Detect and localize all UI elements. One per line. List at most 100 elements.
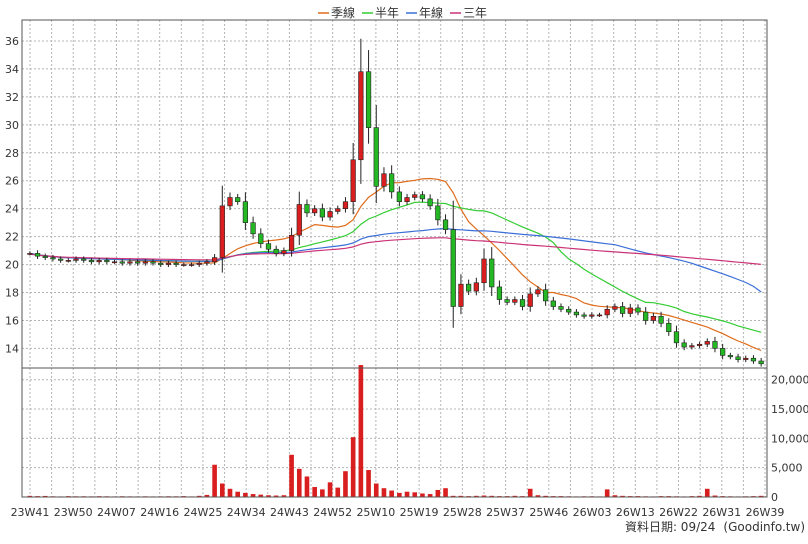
- volume-bar: [458, 495, 464, 497]
- volume-bar: [389, 490, 394, 497]
- x-tick-label: 25W28: [443, 506, 482, 519]
- volume-bar: [527, 488, 533, 497]
- chart-axes: 14 16 18 20 22 24 26 28 30 32 34 36 0 5,000 10,000 15,0…: [5, 19, 808, 519]
- candle-body: [481, 258, 487, 284]
- candle-body: [427, 198, 433, 207]
- candle-body: [550, 300, 556, 307]
- candle-body: [296, 204, 302, 236]
- candle-body: [458, 283, 464, 307]
- candle-body: [34, 253, 41, 257]
- candle-body: [527, 293, 533, 307]
- volume-bar: [474, 495, 479, 497]
- candle-body: [589, 314, 595, 317]
- candle-body: [696, 343, 703, 346]
- candle-body: [165, 262, 172, 265]
- x-tick-label: 23W41: [11, 506, 50, 519]
- x-tick-label: 26W22: [659, 506, 698, 519]
- volume-tick-label: 15,000: [771, 403, 808, 416]
- volume-bar: [327, 482, 333, 497]
- candle-body: [396, 191, 402, 202]
- candle-body: [389, 173, 395, 193]
- volume-bar: [512, 495, 518, 497]
- candle-body: [512, 299, 518, 303]
- volume-frame: [21, 367, 768, 498]
- ma-line-3: [29, 227, 762, 293]
- candle-body: [211, 257, 218, 263]
- volume-bar: [281, 495, 287, 497]
- candle-body: [673, 331, 680, 344]
- candle-body: [604, 309, 610, 316]
- volume-bar: [335, 487, 341, 497]
- candle-body: [412, 194, 418, 198]
- volume-bar: [427, 494, 433, 497]
- y-tick-label: 28: [5, 147, 19, 160]
- price-grid: [22, 20, 767, 497]
- candle-body: [196, 262, 202, 265]
- price-frame: [21, 19, 768, 369]
- candle-body: [88, 260, 95, 263]
- candle-body: [42, 255, 48, 258]
- candle-body: [720, 348, 726, 356]
- x-tick-label: 24W34: [227, 506, 266, 519]
- candle-body: [619, 306, 626, 314]
- volume-tick-label: 0: [771, 491, 778, 504]
- y-tick-label: 26: [5, 175, 19, 188]
- volume-bar: [412, 492, 418, 497]
- x-tick-label: 26W39: [746, 506, 785, 519]
- volume-tick-label: 10,000: [771, 432, 808, 445]
- volume-bar: [27, 495, 33, 497]
- volume-bar: [304, 476, 310, 497]
- candle-body: [450, 229, 456, 307]
- volume-bar: [373, 483, 379, 497]
- x-tick-label: 25W10: [356, 506, 395, 519]
- candle-body: [281, 250, 287, 254]
- candle-body: [312, 208, 318, 214]
- chart-legend: 季線 半年 年線 三年: [318, 5, 487, 20]
- y-tick-label: 22: [5, 231, 19, 244]
- candle-body: [65, 260, 71, 262]
- x-tick-label: 24W52: [313, 506, 352, 519]
- volume-grid: [22, 379, 767, 498]
- volume-bar: [296, 468, 302, 497]
- x-tick-label: 24W07: [97, 506, 136, 519]
- x-tick-label: 23W50: [54, 506, 93, 519]
- candle-body: [335, 208, 341, 212]
- candle-body: [288, 234, 295, 251]
- y-tick-label: 18: [5, 287, 19, 300]
- candle-body: [750, 357, 757, 362]
- volume-bar: [258, 494, 264, 497]
- volume-bar: [404, 491, 410, 497]
- volume-bar: [227, 488, 233, 497]
- candle-body: [104, 260, 110, 263]
- legend-label: 季線: [331, 5, 355, 20]
- candle-body: [466, 283, 472, 292]
- candle-body: [258, 233, 264, 244]
- candle-body: [743, 357, 749, 360]
- candle-body: [173, 262, 179, 265]
- volume-series: [27, 365, 764, 497]
- volume-bar: [443, 488, 448, 497]
- volume-bar: [604, 489, 610, 497]
- candle-body: [419, 194, 426, 200]
- candle-body: [127, 261, 133, 264]
- volume-bar: [219, 483, 225, 497]
- candle-body: [158, 262, 164, 265]
- volume-bar: [343, 471, 348, 497]
- x-tick-label: 26W31: [702, 506, 741, 519]
- legend-label: 三年: [463, 6, 487, 20]
- candle-body: [150, 261, 156, 264]
- y-tick-label: 14: [5, 342, 19, 355]
- candle-body: [612, 306, 618, 310]
- volume-bar: [250, 494, 256, 497]
- candle-body: [519, 299, 526, 307]
- volume-bar: [243, 492, 248, 497]
- candle-body: [666, 322, 672, 332]
- volume-bar: [320, 489, 325, 497]
- volume-bar: [435, 489, 441, 497]
- candle-body: [119, 261, 125, 264]
- candle-body: [50, 257, 56, 260]
- ma-line-4: [29, 237, 762, 265]
- volume-bar: [350, 437, 356, 497]
- candle-body: [681, 342, 687, 348]
